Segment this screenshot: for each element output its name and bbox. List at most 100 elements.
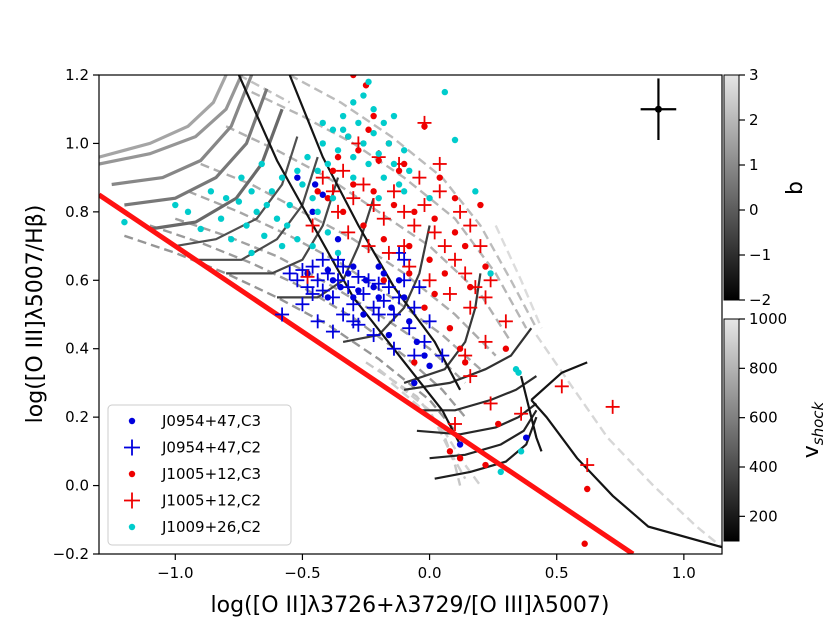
- point-1-15: [361, 273, 376, 288]
- model-grid-layer: [99, 75, 722, 549]
- point-2-8: [329, 167, 337, 174]
- point-4-5: [217, 215, 225, 222]
- y-tick-label-4: 0.6: [65, 271, 89, 289]
- point-4-43: [294, 236, 301, 243]
- point-4-22: [324, 160, 332, 168]
- legend: J0954+47,C3 J0954+47,C2 J1005+12,C3 J1005+1…: [107, 404, 292, 546]
- point-4-53: [334, 249, 342, 257]
- colorbar-vshock-tick-label-3: 400: [749, 458, 778, 476]
- model-dashed-line-5: [225, 125, 512, 343]
- point-3-8: [397, 204, 412, 219]
- point-4-21: [319, 140, 326, 147]
- model-solid-line-16: [530, 361, 588, 401]
- point-1-27: [422, 314, 437, 329]
- point-3-11: [427, 225, 442, 240]
- colorbar-b-tick-label-1: 2: [749, 111, 759, 129]
- point-2-29: [456, 345, 464, 352]
- point-4-60: [350, 174, 357, 181]
- point-3-12: [437, 239, 452, 254]
- point-0-27: [456, 441, 464, 448]
- point-1-20: [386, 307, 401, 322]
- point-1-11: [341, 280, 356, 295]
- y-tick-label-6: 1.0: [65, 134, 89, 152]
- point-2-13: [431, 215, 438, 222]
- x-tick-label-0: −1.0: [157, 564, 193, 582]
- point-4-17: [299, 181, 306, 188]
- point-3-21: [412, 170, 427, 185]
- model-solid-line-17: [530, 399, 722, 549]
- point-4-65: [248, 188, 255, 195]
- point-4-68: [380, 119, 387, 127]
- point-0-8: [355, 287, 362, 294]
- point-3-16: [478, 290, 493, 305]
- point-4-25: [339, 112, 347, 120]
- legend-marker-2: [128, 470, 136, 478]
- point-3-41: [580, 458, 595, 473]
- point-1-13: [351, 269, 366, 284]
- point-1-29: [295, 297, 310, 312]
- point-4-66: [497, 468, 504, 476]
- point-4-58: [278, 174, 286, 181]
- point-4-55: [512, 366, 520, 373]
- colorbar-b: 3 2 1 0 −1 −2 b: [723, 66, 808, 309]
- point-4-39: [350, 99, 357, 106]
- point-4-30: [365, 160, 372, 168]
- legend-item-0: J0954+47,C3: [128, 412, 261, 430]
- point-1-19: [381, 280, 396, 295]
- model-solid-line-13: [416, 402, 538, 436]
- point-4-0: [121, 218, 128, 226]
- model-dashed-line-13: [494, 224, 543, 329]
- y-tick-label-3: 0.4: [65, 340, 89, 358]
- point-2-16: [324, 194, 332, 202]
- point-3-48: [432, 156, 447, 171]
- model-solid-line-15: [434, 416, 538, 480]
- point-0-23: [360, 311, 367, 318]
- point-1-14: [356, 286, 371, 301]
- point-1-42: [371, 307, 386, 322]
- y-tick-label-0: −0.2: [53, 545, 89, 563]
- model-dashed-line-0: [124, 234, 456, 432]
- point-1-0: [282, 266, 297, 281]
- x-axis: −1.0 −0.5 0.0 0.5 1.0: [157, 554, 696, 582]
- model-solid-line-5: [175, 136, 299, 248]
- point-3-47: [397, 239, 412, 254]
- point-3-25: [331, 204, 346, 219]
- point-2-34: [446, 448, 454, 455]
- point-0-11: [375, 294, 382, 301]
- point-3-14: [458, 266, 473, 281]
- legend-label-3: J1005+12,C2: [161, 492, 261, 510]
- point-3-26: [341, 225, 356, 240]
- point-4-13: [273, 215, 281, 222]
- colorbar-b-tick-label-5: −2: [749, 291, 771, 309]
- point-4-44: [283, 222, 291, 229]
- legend-marker-3: [124, 492, 140, 509]
- point-2-9: [350, 181, 357, 188]
- point-2-28: [446, 324, 454, 332]
- model-dashed-line-3: [187, 190, 482, 371]
- plot-frame: [98, 74, 723, 555]
- point-3-37: [300, 269, 315, 284]
- point-3-3: [346, 191, 361, 206]
- point-3-46: [417, 115, 432, 130]
- point-2-27: [421, 304, 428, 311]
- point-4-42: [339, 126, 347, 133]
- point-3-34: [498, 314, 513, 329]
- colorbar-b-tick-label-4: −1: [749, 246, 771, 264]
- model-dashed-line-8: [238, 75, 291, 104]
- colorbar-b-label: b: [783, 181, 808, 195]
- legend-label-0: J0954+47,C3: [161, 412, 261, 430]
- point-2-0: [350, 75, 357, 79]
- point-4-18: [304, 153, 311, 161]
- point-0-26: [523, 434, 530, 441]
- point-0-2: [319, 191, 326, 198]
- legend-item-1: J0954+47,C2: [124, 439, 261, 457]
- point-0-21: [309, 208, 316, 216]
- point-4-33: [380, 174, 387, 181]
- point-4-52: [309, 242, 316, 250]
- point-3-31: [442, 286, 457, 301]
- model-solid-line-3: [124, 88, 269, 207]
- point-4-20: [314, 167, 321, 174]
- colorbar-vshock-label: vshock: [799, 400, 827, 458]
- point-4-62: [400, 188, 408, 195]
